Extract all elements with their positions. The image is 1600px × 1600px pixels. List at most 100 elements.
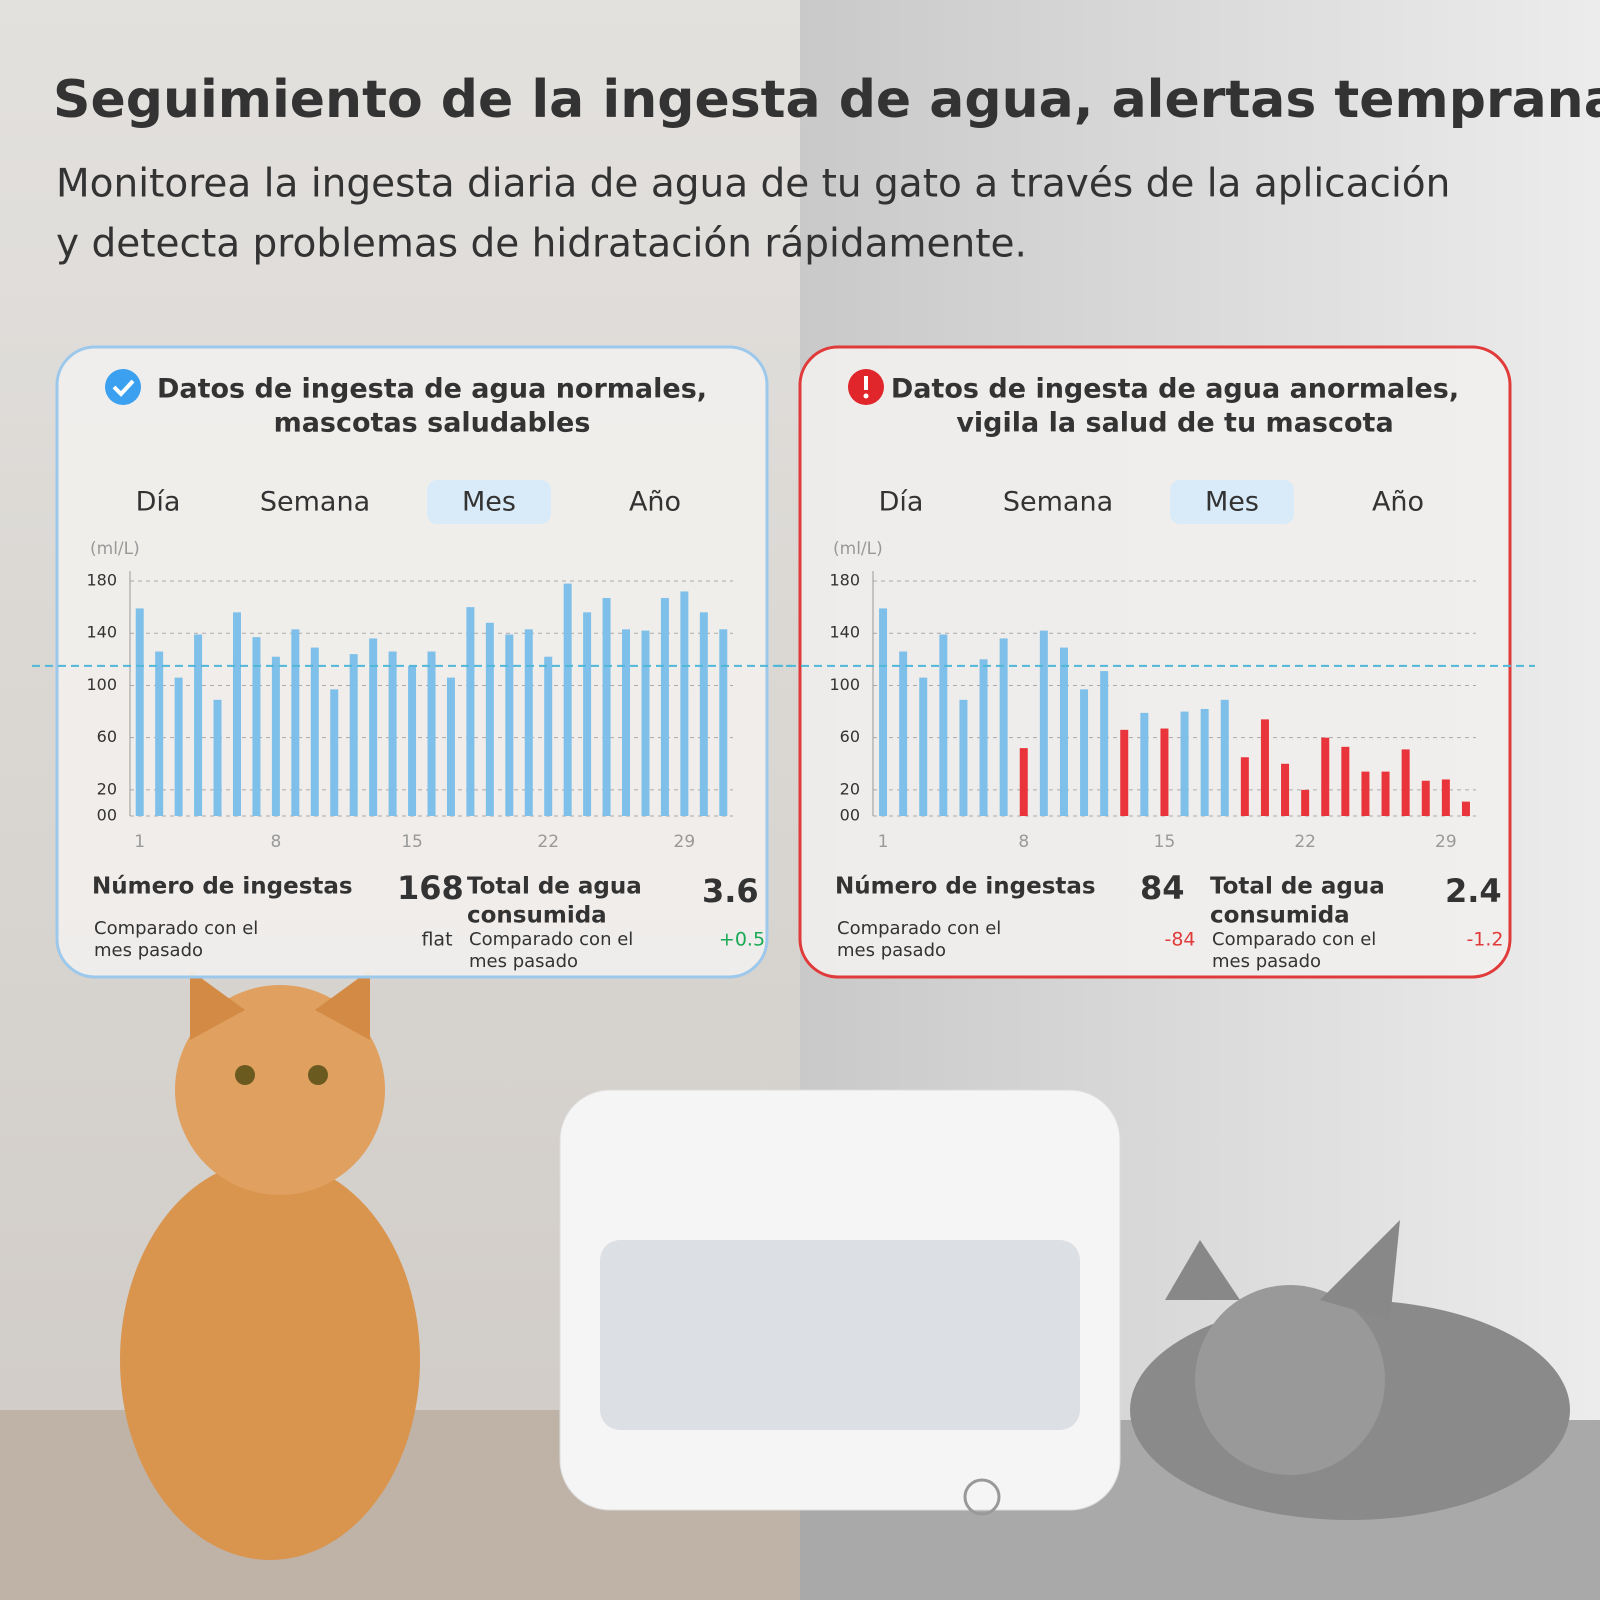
bar	[563, 583, 572, 816]
card	[55, 345, 769, 979]
bar	[369, 638, 378, 816]
stat-value: 168	[397, 869, 464, 907]
x-tick-label: 8	[270, 832, 281, 852]
y-tick-label: 140	[829, 623, 860, 642]
stat-delta: -1.2	[1466, 929, 1503, 951]
stat-delta: -84	[1164, 929, 1195, 951]
bar	[213, 699, 222, 816]
tab[interactable]: Semana	[1003, 487, 1113, 518]
bar	[466, 607, 475, 816]
stat-delta: +0.5	[719, 929, 765, 951]
card-heading: Datos de ingesta de agua normales,	[157, 374, 707, 405]
page-title: Seguimiento de la ingesta de agua, alert…	[53, 70, 1600, 130]
y-tick-label: 00	[97, 806, 117, 825]
y-tick-label: 60	[840, 727, 860, 746]
bar	[310, 647, 319, 816]
y-tick-label: 60	[97, 727, 117, 746]
bar	[349, 654, 358, 816]
bar	[446, 677, 455, 816]
bar	[427, 651, 436, 816]
bar	[999, 638, 1008, 816]
bar	[622, 629, 631, 816]
bar	[485, 622, 494, 816]
y-axis-label: (ml/L)	[90, 539, 140, 559]
y-tick-label: 100	[86, 675, 117, 694]
stat-value: 3.6	[702, 872, 759, 910]
bar	[719, 629, 728, 816]
x-tick-label: 15	[401, 832, 423, 852]
stat-label: Total de agua	[467, 874, 642, 900]
bar	[1200, 708, 1209, 816]
stat-comparison: mes pasado	[94, 940, 203, 961]
tab[interactable]: Día	[879, 487, 924, 518]
bar	[388, 651, 397, 816]
bar	[1080, 689, 1089, 816]
tab[interactable]: Mes	[1205, 487, 1259, 518]
bar	[1361, 771, 1370, 816]
stat-delta: flat	[421, 929, 452, 951]
bar	[1441, 779, 1450, 816]
tab[interactable]: Semana	[260, 487, 370, 518]
bar	[660, 597, 669, 816]
status-icon	[105, 369, 141, 405]
bar	[1059, 647, 1068, 816]
bar	[271, 656, 280, 816]
page-subtitle: y detecta problemas de hidratación rápid…	[56, 222, 1027, 267]
bar	[1421, 780, 1430, 816]
bar	[939, 634, 948, 816]
y-tick-label: 100	[829, 675, 860, 694]
y-tick-label: 180	[86, 571, 117, 590]
tab[interactable]: Mes	[462, 487, 516, 518]
card-heading: mascotas saludables	[274, 408, 591, 439]
bar	[544, 656, 553, 816]
bar	[1019, 748, 1028, 816]
stat-comparison: mes pasado	[1212, 951, 1321, 972]
bar	[680, 591, 689, 816]
x-tick-label: 29	[674, 832, 696, 852]
tab[interactable]: Año	[629, 487, 681, 518]
bar	[194, 634, 203, 816]
bar	[505, 634, 514, 816]
stat-label: Número de ingestas	[92, 874, 353, 900]
card-heading: vigila la salud de tu mascota	[956, 408, 1393, 439]
stat-comparison: mes pasado	[469, 951, 578, 972]
bar	[1321, 737, 1330, 816]
y-axis-label: (ml/L)	[833, 539, 883, 559]
bar	[641, 630, 650, 816]
stat-label: consumida	[467, 903, 607, 929]
bar	[135, 608, 144, 816]
page-subtitle: Monitorea la ingesta diaria de agua de t…	[56, 162, 1450, 207]
orange-cat	[120, 970, 420, 1560]
bar	[155, 651, 164, 816]
x-tick-label: 8	[1018, 832, 1029, 852]
bar	[1381, 771, 1390, 816]
alert-mark	[864, 376, 868, 390]
bar	[330, 689, 339, 816]
x-tick-label: 15	[1154, 832, 1176, 852]
tab[interactable]: Día	[136, 487, 181, 518]
bar	[1341, 746, 1350, 816]
bar	[232, 612, 241, 816]
stat-label: Total de agua	[1210, 874, 1385, 900]
bar	[1039, 630, 1048, 816]
bar	[919, 677, 928, 816]
bar	[252, 637, 261, 816]
alert-dot	[863, 393, 869, 399]
bar	[979, 659, 988, 816]
bar	[1401, 749, 1410, 816]
tab-selected	[427, 480, 551, 524]
bar	[1100, 671, 1109, 816]
y-tick-label: 00	[840, 806, 860, 825]
stat-label: Número de ingestas	[835, 874, 1096, 900]
bar	[602, 597, 611, 816]
bar	[1301, 789, 1310, 816]
bar	[1120, 729, 1129, 816]
y-tick-label: 140	[86, 623, 117, 642]
y-tick-label: 20	[840, 779, 860, 798]
tab[interactable]: Año	[1372, 487, 1424, 518]
bar	[1240, 757, 1249, 816]
stat-comparison: Comparado con el	[469, 929, 633, 950]
stat-comparison: mes pasado	[837, 940, 946, 961]
x-tick-label: 22	[537, 832, 559, 852]
y-tick-label: 180	[829, 571, 860, 590]
